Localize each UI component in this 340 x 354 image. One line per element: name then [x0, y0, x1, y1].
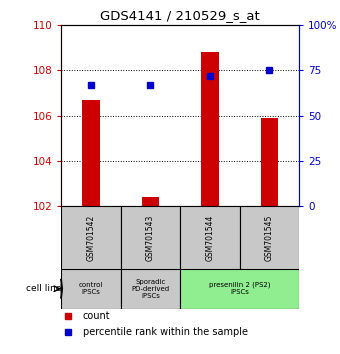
Bar — [61, 269, 121, 309]
Bar — [141, 197, 159, 206]
Text: GSM701543: GSM701543 — [146, 215, 155, 261]
Text: GSM701545: GSM701545 — [265, 215, 274, 261]
Text: GSM701542: GSM701542 — [86, 215, 96, 261]
Polygon shape — [61, 279, 62, 299]
Bar — [260, 118, 278, 206]
Bar — [180, 206, 240, 269]
Bar — [180, 269, 299, 309]
Bar — [121, 269, 180, 309]
Text: count: count — [83, 312, 110, 321]
Bar — [201, 52, 219, 206]
Bar — [121, 206, 180, 269]
Text: presenilin 2 (PS2)
iPSCs: presenilin 2 (PS2) iPSCs — [209, 282, 270, 296]
Text: Sporadic
PD-derived
iPSCs: Sporadic PD-derived iPSCs — [131, 279, 170, 299]
Bar — [61, 206, 121, 269]
Text: percentile rank within the sample: percentile rank within the sample — [83, 327, 248, 337]
Text: control
IPSCs: control IPSCs — [79, 282, 103, 295]
Bar — [82, 100, 100, 206]
Text: GSM701544: GSM701544 — [205, 215, 215, 261]
Text: cell line: cell line — [26, 284, 61, 293]
Title: GDS4141 / 210529_s_at: GDS4141 / 210529_s_at — [100, 9, 260, 22]
Bar — [240, 206, 299, 269]
